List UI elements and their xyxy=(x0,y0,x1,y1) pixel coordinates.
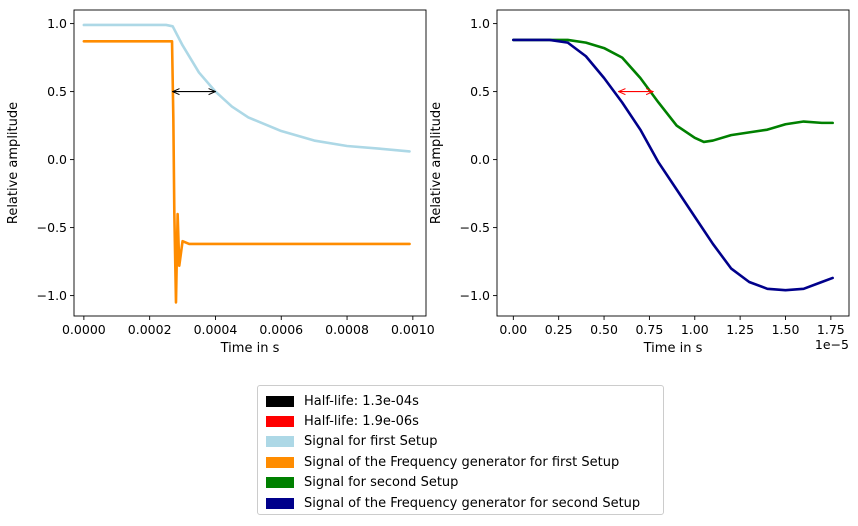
legend-label: Signal of the Frequency generator for se… xyxy=(304,495,641,511)
legend-item-generator-first: Signal of the Frequency generator for fi… xyxy=(266,452,663,472)
left-chart-panel: 0.0000 0.0002 0.0004 0.0006 0.0008 0.0010 −1.0… xyxy=(6,9,435,356)
legend-swatch-red xyxy=(266,416,294,428)
axes-frame xyxy=(496,9,850,317)
x-tick-label: 0.50 xyxy=(590,322,618,337)
y-axis-label: Relative amplitude xyxy=(6,102,21,224)
series-group xyxy=(82,23,411,304)
legend-item-half-life-1: Half-life: 1.3e-04s xyxy=(266,391,663,411)
legend-swatch-black xyxy=(266,395,294,407)
x-tick-label: 1.00 xyxy=(681,322,709,337)
y-tick-label: −1.0 xyxy=(37,288,67,303)
legend-item-half-life-2: Half-life: 1.9e-06s xyxy=(266,411,663,431)
x-axis-label: Time in s xyxy=(643,341,703,356)
x-tick-label: 0.0006 xyxy=(259,322,303,337)
series-line-2 xyxy=(512,38,834,292)
x-tick-label: 1.75 xyxy=(817,322,845,337)
legend-swatch-lightblue xyxy=(266,436,294,448)
x-axis-offset-label: 1e−5 xyxy=(815,337,849,352)
y-tick-label: 0.5 xyxy=(470,84,490,99)
x-tick-label: 1.50 xyxy=(772,322,800,337)
legend-swatch-orange xyxy=(266,456,294,468)
x-tick-label: 1.25 xyxy=(726,322,754,337)
legend-label: Signal of the Frequency generator for fi… xyxy=(304,454,620,470)
y-tick-label: 0.0 xyxy=(47,152,67,167)
legend-item-signal-second: Signal for second Setup xyxy=(266,473,663,493)
y-tick-label: −0.5 xyxy=(460,220,490,235)
x-tick-label: 0.0002 xyxy=(128,322,172,337)
legend-label: Half-life: 1.9e-06s xyxy=(304,414,419,430)
legend-label: Signal for second Setup xyxy=(304,475,459,491)
x-tick-label: 0.00 xyxy=(499,322,527,337)
right-chart-panel: 0.00 0.25 0.50 0.75 1.00 1.25 1.50 1.75 −1.0 −0.5… xyxy=(429,9,850,356)
legend-swatch-green xyxy=(266,477,294,489)
x-tick-label: 0.0010 xyxy=(391,322,435,337)
x-axis-label: Time in s xyxy=(220,341,280,356)
y-tick-label: −1.0 xyxy=(460,288,490,303)
legend-item-generator-second: Signal of the Frequency generator for se… xyxy=(266,493,663,513)
series-group xyxy=(512,38,834,292)
legend-swatch-navy xyxy=(266,497,294,509)
y-axis-label: Relative amplitude xyxy=(429,102,444,224)
y-tick-label: 0.5 xyxy=(47,84,67,99)
legend-label: Half-life: 1.3e-04s xyxy=(304,393,419,409)
series-line-2 xyxy=(82,39,411,304)
y-tick-label: −0.5 xyxy=(37,220,67,235)
series-line-1 xyxy=(82,23,411,153)
x-tick-label: 0.0004 xyxy=(194,322,238,337)
y-tick-label: 0.0 xyxy=(470,152,490,167)
x-tick-label: 0.75 xyxy=(635,322,663,337)
x-tick-label: 0.0000 xyxy=(62,322,106,337)
x-tick-label: 0.0008 xyxy=(325,322,369,337)
axes-frame xyxy=(73,9,427,317)
legend-label: Signal for first Setup xyxy=(304,434,438,450)
series-line-1 xyxy=(512,38,834,144)
y-tick-label: 1.0 xyxy=(47,16,67,31)
legend: Half-life: 1.3e-04s Half-life: 1.9e-06s … xyxy=(257,385,664,515)
x-tick-label: 0.25 xyxy=(545,322,573,337)
y-tick-label: 1.0 xyxy=(470,16,490,31)
legend-item-signal-first: Signal for first Setup xyxy=(266,432,663,452)
